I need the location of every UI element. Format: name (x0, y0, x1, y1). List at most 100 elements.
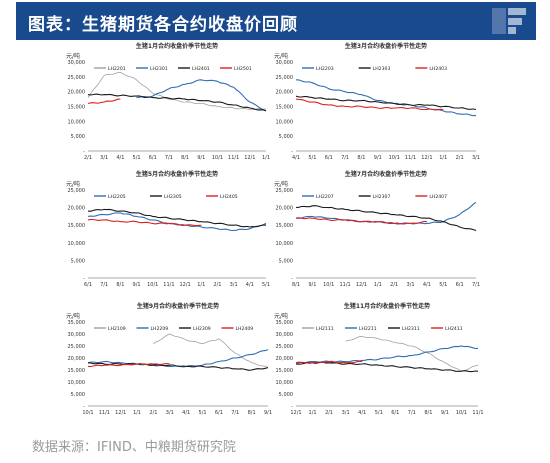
page-title: 图表：生猪期货各合约收盘价回顾 (28, 15, 298, 35)
y-tick-label: 15,000 (68, 368, 86, 374)
legend-label: LH2201 (108, 66, 126, 72)
y-tick-label: 30,000 (68, 60, 86, 66)
x-tick-label: 10/1 (456, 410, 467, 416)
x-tick-label: 3/1 (230, 282, 238, 288)
x-tick-label: 7/1 (231, 410, 239, 416)
y-tick-label: 5,000 (279, 392, 293, 398)
x-tick-label: 8/1 (424, 410, 432, 416)
legend-label: LH2405 (220, 194, 238, 200)
legend-label: LH2409 (236, 326, 254, 332)
x-tick-label: 11/1 (405, 155, 416, 161)
legend-label: LH2305 (164, 194, 182, 200)
y-axis-unit: 元/吨 (66, 180, 80, 188)
series-line-LH2311 (295, 361, 479, 373)
y-tick-label: 15,000 (276, 368, 294, 374)
x-tick-label: 3/1 (407, 282, 415, 288)
x-tick-label: 9/1 (133, 282, 141, 288)
x-tick-label: 3/1 (166, 410, 174, 416)
x-tick-label: 1/1 (374, 282, 382, 288)
x-tick-label: 6/1 (149, 155, 157, 161)
x-tick-label: 1/1 (439, 155, 447, 161)
y-tick-label: 30,000 (68, 332, 86, 338)
series-line-LH2409 (87, 362, 170, 368)
x-tick-label: 8/1 (181, 155, 189, 161)
series-line-LH2501 (87, 98, 121, 105)
y-tick-label: 10,000 (68, 119, 86, 125)
series-line-LH2411 (296, 360, 363, 364)
legend-label: LH2207 (316, 194, 334, 200)
y-tick-label: 25,000 (276, 188, 294, 194)
legend-label: LH2209 (151, 326, 169, 332)
x-tick-label: 11/1 (472, 410, 483, 416)
y-tick-label: 10,000 (276, 380, 294, 386)
x-tick-label: 11/1 (339, 282, 350, 288)
y-axis-unit: 元/吨 (274, 180, 288, 188)
legend-label: LH2403 (429, 66, 447, 72)
x-tick-label: 8/1 (248, 410, 256, 416)
x-tick-label: 7/1 (472, 282, 480, 288)
y-tick-label: 20,000 (276, 206, 294, 212)
y-tick-label: - (291, 404, 293, 410)
x-tick-label: 1/1 (309, 410, 317, 416)
series-line-LH2203 (295, 79, 477, 117)
legend-label: LH2301 (150, 66, 168, 72)
legend-label: LH2109 (108, 326, 126, 332)
y-tick-label: 5,000 (279, 258, 293, 264)
y-tick-label: 25,000 (68, 188, 86, 194)
y-tick-label: 25,000 (68, 344, 86, 350)
chart-title: 生猪11月合约收盘价季节性走势 (344, 302, 430, 310)
x-tick-label: 12/1 (356, 282, 367, 288)
y-tick-label: 20,000 (68, 356, 86, 362)
x-tick-label: 10/1 (212, 155, 223, 161)
x-tick-label: 3/1 (342, 410, 350, 416)
source-note: 数据来源：IFIND、中粮期货研究院 (32, 440, 236, 455)
series-line-LH2301 (136, 79, 267, 112)
x-tick-label: 5/1 (262, 282, 270, 288)
y-tick-label: 10,000 (276, 119, 294, 125)
x-tick-label: 10/1 (389, 155, 400, 161)
y-tick-label: 25,000 (276, 75, 294, 81)
series-line-LH2211 (295, 345, 479, 364)
x-tick-label: 5/1 (375, 410, 383, 416)
x-tick-label: 9/1 (374, 155, 382, 161)
title-bar: 图表：生猪期货各合约收盘价回顾 (16, 2, 536, 40)
series-line-LH2109 (153, 333, 269, 368)
y-tick-label: - (83, 149, 85, 155)
series-line-LH2405 (87, 218, 202, 227)
x-tick-label: 9/1 (264, 410, 272, 416)
x-tick-label: 6/1 (391, 410, 399, 416)
chart-title: 生猪9月合约收盘价季节性走势 (137, 302, 219, 310)
legend-label: LH2309 (193, 326, 211, 332)
x-tick-label: 2/1 (456, 155, 464, 161)
y-tick-label: 10,000 (68, 380, 86, 386)
series-line-LH2307 (295, 205, 477, 232)
x-tick-label: 6/1 (456, 282, 464, 288)
x-tick-label: 12/1 (244, 155, 255, 161)
x-tick-label: 2/1 (390, 282, 398, 288)
series-line-LH2201 (87, 71, 267, 111)
y-tick-label: 25,000 (68, 75, 86, 81)
y-tick-label: 10,000 (68, 241, 86, 247)
series-line-LH2309 (87, 362, 269, 371)
legend-label: LH2411 (445, 326, 463, 332)
legend-label: LH2205 (108, 194, 126, 200)
series-line-LH2407 (295, 217, 427, 225)
x-tick-label: 12/1 (290, 410, 301, 416)
x-tick-label: 4/1 (292, 155, 300, 161)
x-tick-label: 9/1 (308, 282, 316, 288)
x-tick-label: 1/1 (197, 282, 205, 288)
legend-label: LH2311 (402, 326, 420, 332)
y-tick-label: 25,000 (276, 344, 294, 350)
y-axis-unit: 元/吨 (274, 312, 288, 320)
y-tick-label: 15,000 (68, 105, 86, 111)
x-tick-label: 7/1 (165, 155, 173, 161)
x-tick-label: 9/1 (441, 410, 449, 416)
x-tick-label: 6/1 (325, 155, 333, 161)
y-tick-label: 20,000 (68, 90, 86, 96)
x-tick-label: 4/1 (423, 282, 431, 288)
